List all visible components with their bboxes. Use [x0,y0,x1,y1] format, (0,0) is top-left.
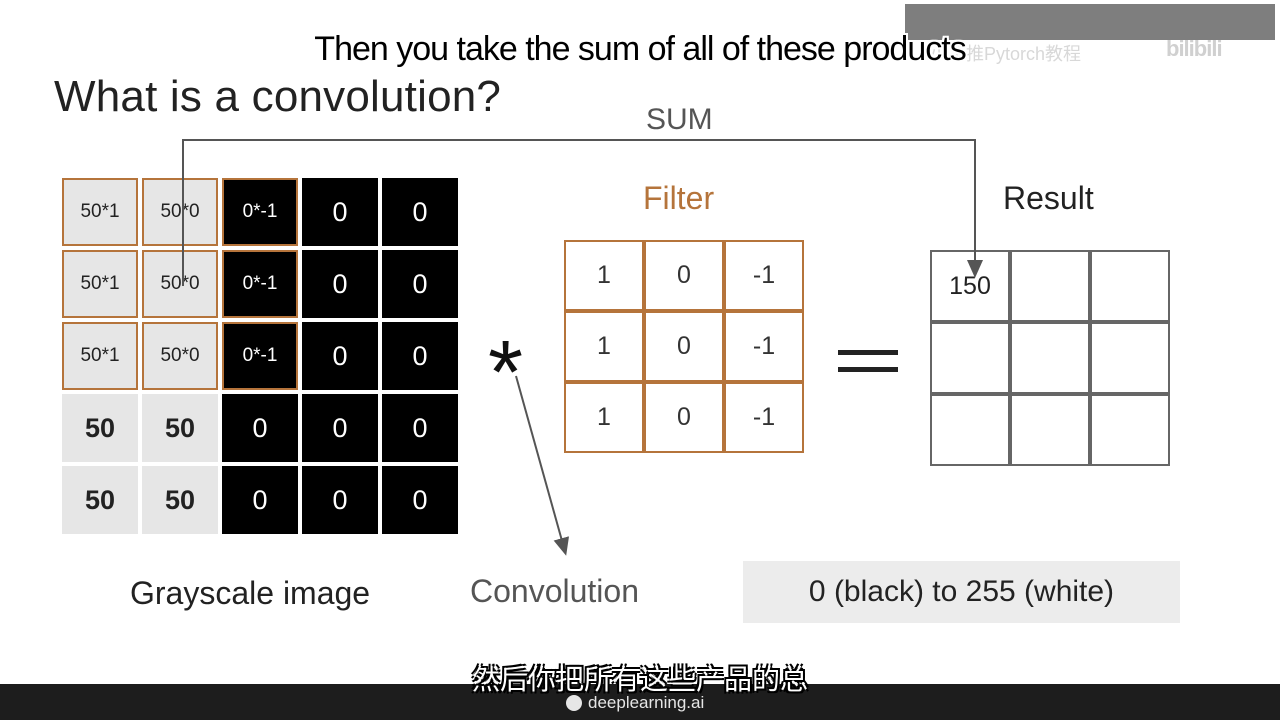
image-cell: 0 [302,394,378,462]
image-cell: 0 [302,466,378,534]
image-cell: 50 [142,466,218,534]
image-cell: 50*0 [142,322,218,390]
watermark-box [905,4,1275,40]
filter-cell: 0 [644,240,724,311]
image-cell: 0 [222,466,298,534]
result-title: Result [1003,180,1094,216]
image-cell: 0*-1 [222,178,298,246]
image-cell: 0 [222,394,298,462]
result-cell [930,322,1010,394]
convolution-label: Convolution [470,573,639,609]
brand-name: deeplearning.ai [588,693,705,712]
result-cell: 150 [930,250,1010,322]
filter-cell: 0 [644,382,724,453]
grayscale-image-label: Grayscale image [130,575,371,611]
result-cell [1090,322,1170,394]
image-cell: 50*0 [142,178,218,246]
result-cell [1090,250,1170,322]
image-cell: 50*1 [62,250,138,318]
convolution-operator: * [488,323,524,423]
image-cell: 0 [382,178,458,246]
filter-cell: -1 [724,311,804,382]
image-cell: 0*-1 [222,250,298,318]
result-grid: 150 [930,250,1172,470]
equals-sign [838,350,898,384]
bilibili-logo: bilibili [1166,36,1223,61]
image-cell: 0 [302,322,378,390]
result-cell [1010,394,1090,466]
filter-cell: 1 [564,382,644,453]
image-cell: 0*-1 [222,322,298,390]
english-subtitle: Then you take the sum of all of these pr… [314,30,966,68]
watermark-channel: 小工推Pytorch教程 [930,44,1082,64]
sum-label: SUM [646,103,713,136]
range-note-box [743,561,1180,623]
image-cell: 50 [142,394,218,462]
image-cell: 0 [382,466,458,534]
filter-cell: 1 [564,311,644,382]
chinese-subtitle: 然后你把所有这些产品的总 [471,663,808,696]
filter-cell: -1 [724,382,804,453]
image-cell: 0 [382,322,458,390]
filter-cell: 0 [644,311,724,382]
image-cell: 50 [62,466,138,534]
image-cell: 0 [302,250,378,318]
grayscale-image-grid: 50*1 50*0 0*-1 0 0 50*1 50*0 0*-1 0 0 50*1 50*0 0*-1… [62,178,464,540]
filter-cell: -1 [724,240,804,311]
brand-footer: deeplearning.ai [566,693,704,713]
image-cell: 0 [382,394,458,462]
convolution-pointer-arrow [515,375,570,556]
video-bottom-bar [0,684,1280,720]
image-cell: 50 [62,394,138,462]
filter-grid: 1 0 -1 1 0 -1 1 0 -1 [564,240,806,458]
image-cell: 0 [382,250,458,318]
result-cell [1090,394,1170,466]
filter-title: Filter [643,180,715,216]
result-cell [1010,250,1090,322]
range-note: 0 (black) to 255 (white) [808,575,1115,608]
filter-cell: 1 [564,240,644,311]
deeplearning-logo-icon [566,695,582,711]
image-cell: 50*1 [62,178,138,246]
result-cell [930,394,1010,466]
image-cell: 50*1 [62,322,138,390]
result-cell [1010,322,1090,394]
image-cell: 0 [302,178,378,246]
image-cell: 50*0 [142,250,218,318]
slide-title: What is a convolution? [54,72,502,121]
